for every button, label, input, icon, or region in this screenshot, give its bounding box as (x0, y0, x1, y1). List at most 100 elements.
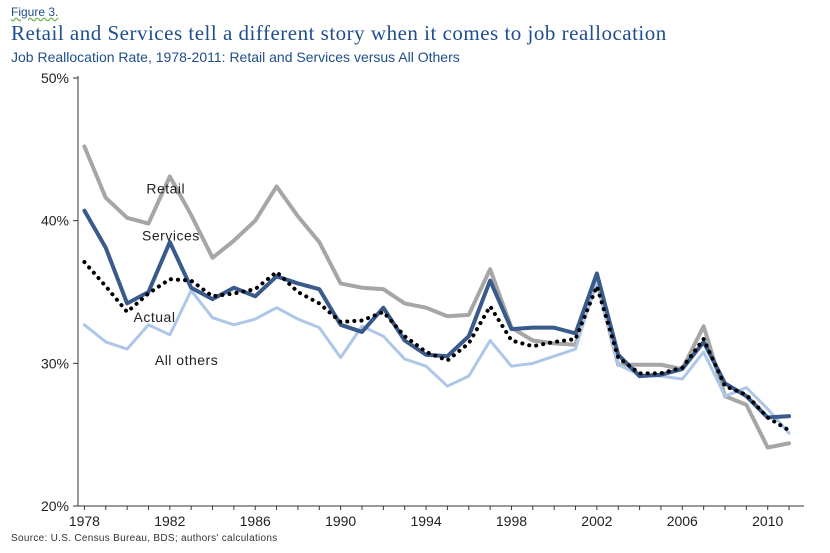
data-point-all-others (169, 334, 171, 336)
data-point-actual (510, 339, 512, 341)
data-point-services (83, 209, 85, 211)
data-point-actual (745, 394, 747, 396)
data-point-retail (382, 288, 384, 290)
data-point-retail (297, 215, 299, 217)
data-point-services (105, 247, 107, 249)
series-label-all-others: All others (155, 352, 218, 368)
data-point-services (532, 326, 534, 328)
x-tick-label: 1994 (410, 513, 441, 529)
data-point-actual (254, 288, 256, 290)
data-point-all-others (318, 326, 320, 328)
data-point-services (468, 335, 470, 337)
series-line-retail (82, 144, 792, 450)
data-point-retail (339, 282, 341, 284)
y-tick-label: 50% (41, 70, 69, 86)
data-point-services (596, 272, 598, 274)
data-point-all-others (382, 335, 384, 337)
x-tick-label: 1978 (69, 513, 100, 529)
data-point-actual (425, 351, 427, 353)
data-point-services (339, 324, 341, 326)
data-point-retail (190, 214, 192, 216)
data-point-actual (147, 292, 149, 294)
data-point-all-others (233, 324, 235, 326)
x-tick-label: 1982 (154, 513, 185, 529)
y-tick-label: 30% (41, 355, 69, 371)
data-point-retail (702, 325, 704, 327)
data-point-actual (404, 335, 406, 337)
data-point-retail (404, 302, 406, 304)
data-point-actual (83, 261, 85, 263)
y-tick-label: 20% (41, 498, 69, 514)
series-labels: Retail Services Actual All others (134, 181, 218, 368)
data-point-retail (318, 241, 320, 243)
data-point-retail (254, 219, 256, 221)
data-point-all-others (553, 355, 555, 357)
data-point-all-others (468, 375, 470, 377)
data-point-retail (361, 287, 363, 289)
data-point-retail (425, 306, 427, 308)
data-point-all-others (767, 408, 769, 410)
data-point-actual (788, 429, 790, 431)
data-point-actual (446, 359, 448, 361)
series-line-actual (82, 260, 792, 433)
x-tick-label: 2002 (581, 513, 612, 529)
series-all-others (82, 277, 791, 435)
data-point-actual (574, 338, 576, 340)
data-point-actual (724, 385, 726, 387)
data-point-actual (318, 302, 320, 304)
source-note: Source: U.S. Census Bureau, BDS; authors… (11, 533, 278, 544)
data-point-retail (446, 315, 448, 317)
data-point-services (510, 328, 512, 330)
data-point-all-others (489, 339, 491, 341)
series-retail (82, 144, 792, 450)
data-point-all-others (532, 362, 534, 364)
data-point-services (553, 326, 555, 328)
data-point-all-others (681, 378, 683, 380)
data-point-all-others (425, 365, 427, 367)
data-point-services (361, 331, 363, 333)
series-lines (82, 144, 792, 450)
data-point-actual (468, 342, 470, 344)
data-point-retail (660, 364, 662, 366)
data-point-retail (211, 257, 213, 259)
data-point-services (574, 332, 576, 334)
data-point-services (638, 375, 640, 377)
chart-subtitle: Job Reallocation Rate, 1978-2011: Retail… (11, 49, 460, 65)
data-point-actual (361, 319, 363, 321)
data-point-all-others (404, 358, 406, 360)
y-tick-label: 40% (41, 213, 69, 229)
data-point-retail (532, 339, 534, 341)
data-point-actual (617, 356, 619, 358)
data-point-actual (105, 285, 107, 287)
data-point-actual (169, 278, 171, 280)
data-point-all-others (126, 348, 128, 350)
data-point-services (318, 288, 320, 290)
data-point-all-others (745, 386, 747, 388)
data-point-retail (489, 268, 491, 270)
data-point-services (404, 339, 406, 341)
data-point-services (788, 415, 790, 417)
data-point-all-others (724, 395, 726, 397)
data-point-services (211, 298, 213, 300)
data-point-actual (767, 416, 769, 418)
x-tick-label: 2010 (752, 513, 783, 529)
series-actual (82, 260, 792, 433)
data-point-retail (468, 314, 470, 316)
data-point-actual (489, 305, 491, 307)
data-point-retail (233, 239, 235, 241)
data-point-actual (297, 291, 299, 293)
data-point-retail (788, 442, 790, 444)
chart-title: Retail and Services tell a different sto… (11, 21, 667, 45)
x-tick-label: 2006 (667, 513, 698, 529)
data-point-retail (105, 197, 107, 199)
data-point-actual (596, 285, 598, 287)
data-point-actual (553, 341, 555, 343)
data-point-retail (275, 185, 277, 187)
series-label-actual: Actual (134, 309, 176, 325)
axes: 20% 30% 40% 50% 1978 1982 1986 1990 1994 1998 2002… (41, 70, 804, 529)
x-tick-label: 1998 (496, 513, 527, 529)
data-point-all-others (297, 318, 299, 320)
data-point-all-others (275, 306, 277, 308)
data-point-retail (767, 446, 769, 448)
